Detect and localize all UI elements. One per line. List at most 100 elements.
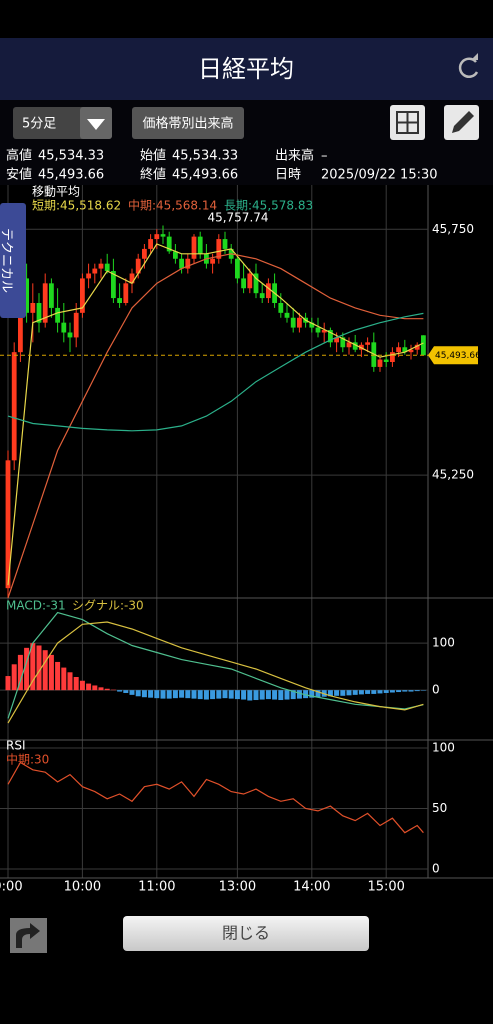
series-line: [7, 243, 424, 586]
candle-body: [396, 347, 401, 353]
x-tick-label: 13:00: [219, 880, 256, 895]
histogram-bar: [265, 690, 271, 700]
back-icon[interactable]: [10, 918, 47, 953]
histogram-bar: [303, 690, 309, 699]
info-value: 45,493.66: [172, 168, 238, 183]
info-value: 45,534.33: [38, 149, 104, 164]
histogram-bar: [253, 690, 259, 701]
histogram-bar: [86, 683, 92, 691]
info-label: 出来高: [275, 148, 314, 164]
legend-entry: シグナル:-30: [72, 599, 144, 613]
histogram-bar: [160, 690, 166, 699]
candle-body: [197, 236, 203, 254]
candle-body: [5, 460, 11, 589]
candle-body: [80, 278, 85, 313]
candle-body: [104, 263, 110, 272]
candle-body: [166, 236, 172, 252]
histogram-bar: [247, 690, 253, 701]
info-panel: 高値 45,534.33 始値 45,534.33 出来高 – 安値 45,493.66 終値 4…: [6, 148, 438, 183]
histogram-bar: [24, 647, 30, 691]
y-tick-label: 0: [432, 683, 440, 697]
last-price-tag: [428, 346, 478, 365]
histogram-bar: [334, 690, 340, 696]
candle-body: [160, 234, 166, 237]
histogram-bar: [203, 690, 209, 700]
histogram-bar: [42, 650, 48, 691]
histogram-bar: [92, 685, 98, 691]
candle-body: [421, 335, 426, 356]
candle-body: [328, 330, 333, 343]
candle-body: [154, 234, 160, 240]
series-line: [7, 621, 424, 724]
candle-body: [284, 312, 290, 318]
histogram-bar: [346, 690, 352, 696]
histogram-bar: [358, 690, 364, 695]
candle-body: [49, 283, 54, 308]
histogram-bar: [309, 690, 315, 698]
candle-body: [414, 344, 420, 350]
interval-label: 5分足: [22, 117, 56, 132]
candle-body: [129, 273, 135, 284]
side-tab[interactable]: [0, 203, 26, 318]
info-value: 45,493.66: [38, 168, 104, 183]
volume-button[interactable]: [132, 107, 244, 139]
histogram-bar: [17, 654, 23, 691]
histogram-bar: [191, 690, 197, 699]
info-label: 日時: [275, 168, 301, 183]
histogram-bar: [129, 690, 135, 695]
y-tick-label: 45,250: [432, 468, 474, 482]
info-label: 始値: [140, 148, 166, 164]
histogram-bar: [414, 690, 420, 692]
x-tick-label: 11:00: [138, 880, 175, 895]
layout-icon[interactable]: [390, 105, 425, 140]
candle-body: [210, 258, 215, 264]
max-annotation: 45,757.74: [207, 211, 268, 225]
histogram-bar: [290, 690, 296, 700]
side-tab-label: テクニカル: [0, 228, 14, 293]
candle-body: [135, 258, 141, 274]
candle-body: [259, 293, 265, 299]
candle-body: [235, 258, 240, 279]
header-bar: [0, 38, 493, 100]
candle-body: [278, 303, 284, 313]
histogram-bar: [216, 690, 222, 699]
candle-body: [86, 273, 91, 279]
draw-icon[interactable]: [444, 105, 479, 140]
histogram-bar: [327, 690, 333, 697]
legend-entry: 長期:45,578.83: [224, 199, 313, 213]
candle-body: [55, 307, 60, 323]
histogram-bar: [284, 690, 290, 700]
candle-body: [266, 283, 271, 299]
info-label: 高値: [6, 148, 32, 164]
close-button[interactable]: [123, 916, 369, 951]
histogram-bar: [389, 690, 395, 693]
x-tick-label: 10:00: [64, 880, 101, 895]
candle-body: [191, 236, 197, 259]
histogram-bar: [166, 690, 172, 699]
histogram-bar: [73, 676, 79, 691]
histogram-bar: [123, 690, 129, 693]
histogram-bar: [5, 676, 11, 691]
interval-dropdown[interactable]: [13, 107, 112, 139]
refresh-icon[interactable]: [458, 53, 479, 78]
candle-body: [216, 239, 222, 259]
info-value: 45,534.33: [172, 149, 238, 164]
histogram-bar: [36, 645, 42, 691]
candle-body: [142, 248, 147, 259]
y-tick-label: 100: [432, 636, 455, 650]
histogram-bar: [396, 690, 402, 693]
chart-title: 移動平均: [32, 185, 80, 199]
histogram-bar: [197, 690, 203, 700]
x-tick-label: 15:00: [367, 880, 404, 895]
candle-body: [247, 273, 253, 289]
plot-background: [0, 185, 428, 878]
candle-body: [315, 327, 321, 333]
candle-body: [24, 278, 29, 313]
histogram-bar: [383, 690, 389, 693]
histogram-bar: [272, 690, 278, 700]
candle-body: [402, 347, 408, 353]
x-tick-label: 9:00: [0, 880, 23, 895]
candle-body: [390, 352, 395, 362]
y-tick-label: 45,750: [432, 222, 474, 236]
candle-body: [365, 342, 370, 345]
